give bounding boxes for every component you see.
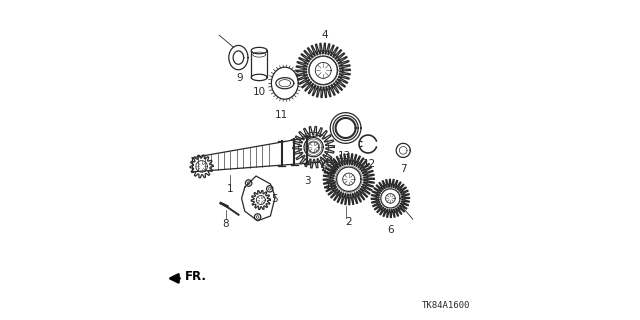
Text: 13: 13 (337, 151, 351, 161)
Text: 3: 3 (304, 176, 310, 186)
Text: 6: 6 (387, 225, 394, 236)
Text: 5: 5 (271, 194, 278, 204)
Text: 7: 7 (400, 164, 406, 174)
Text: 1: 1 (227, 184, 234, 195)
Text: 12: 12 (363, 159, 376, 169)
Text: 10: 10 (253, 87, 266, 97)
Text: 4: 4 (321, 30, 328, 40)
Text: 11: 11 (275, 110, 288, 120)
Text: FR.: FR. (184, 270, 207, 283)
Text: 9: 9 (237, 73, 243, 84)
Text: TK84A1600: TK84A1600 (422, 301, 470, 310)
Text: 2: 2 (346, 217, 352, 228)
Text: 14: 14 (324, 180, 338, 191)
Text: 8: 8 (222, 219, 229, 229)
